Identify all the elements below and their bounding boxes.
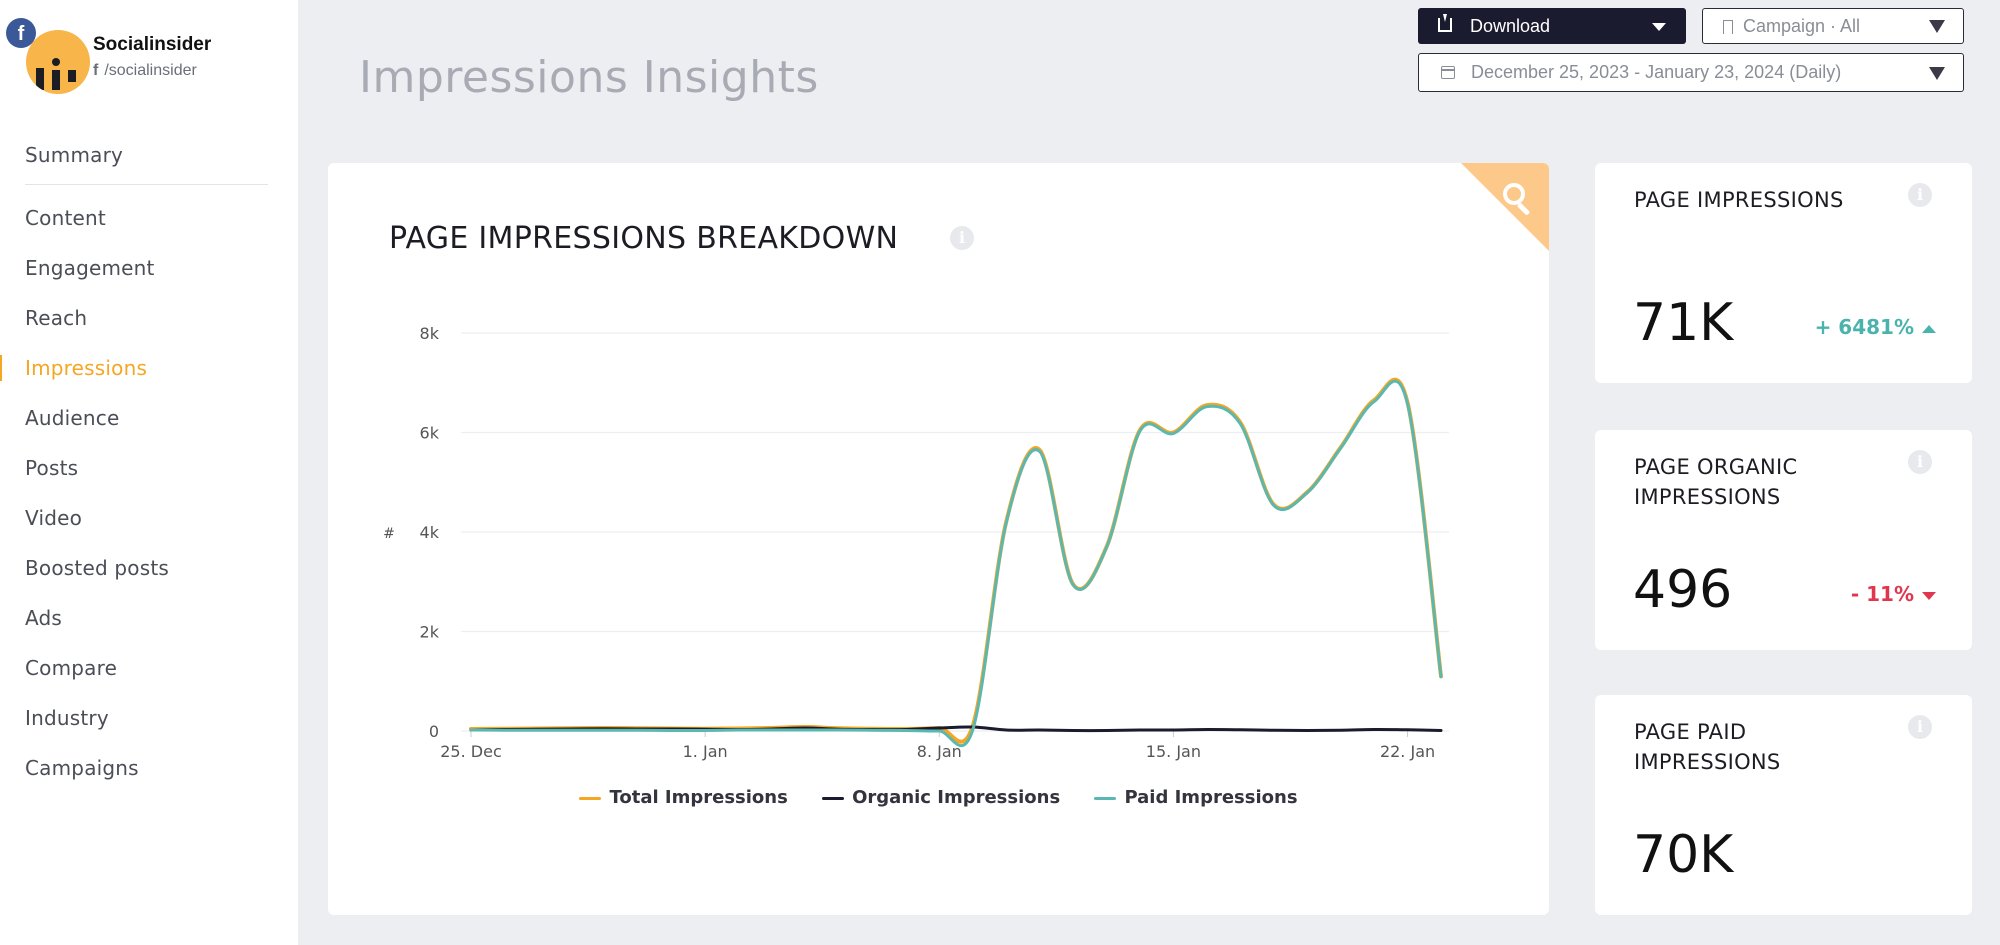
calendar-icon — [1441, 66, 1455, 79]
stat-card-page-paid-impressions: PAGE PAID IMPRESSIONS i 70K — [1595, 695, 1972, 915]
sidebar-item-engagement[interactable]: Engagement — [25, 256, 155, 280]
info-icon[interactable]: i — [1908, 715, 1932, 739]
sidebar-item-audience[interactable]: Audience — [25, 406, 120, 430]
download-icon — [1438, 14, 1452, 32]
arrow-up-icon — [1922, 324, 1936, 333]
y-tick-label: 2k — [420, 623, 440, 642]
legend-label-paid: Paid Impressions — [1124, 787, 1298, 808]
stat-label: PAGE IMPRESSIONS — [1634, 188, 1844, 212]
profile-handle: f/socialinsider — [93, 62, 197, 80]
sidebar-divider — [25, 184, 268, 185]
sidebar-nav: Summary Content Engagement Reach Impress… — [0, 130, 298, 793]
x-tick-label: 8. Jan — [917, 742, 962, 761]
stat-value: 71K — [1633, 293, 1734, 353]
x-tick-label: 15. Jan — [1146, 742, 1201, 761]
profile-header[interactable]: f Socialinsider f/socialinsider — [6, 18, 286, 98]
chevron-down-icon — [1929, 20, 1945, 33]
legend-swatch-total — [579, 796, 602, 800]
corner-tab — [1461, 163, 1549, 251]
chart-title: PAGE IMPRESSIONS BREAKDOWN — [389, 221, 899, 256]
bookmark-icon — [1723, 20, 1733, 34]
info-icon[interactable]: i — [950, 226, 974, 250]
stat-value: 496 — [1633, 560, 1733, 620]
legend-swatch-paid — [1094, 796, 1117, 800]
caret-down-icon — [1652, 23, 1666, 31]
sidebar-item-posts[interactable]: Posts — [25, 456, 79, 480]
profile-name: Socialinsider — [93, 34, 212, 55]
facebook-icon: f — [6, 18, 36, 48]
y-tick-label: 6k — [420, 424, 440, 443]
legend-organic-impressions[interactable]: Organic Impressions — [822, 787, 1060, 808]
download-button[interactable]: Download — [1418, 8, 1686, 44]
legend-paid-impressions[interactable]: Paid Impressions — [1094, 787, 1298, 808]
stat-card-page-organic-impressions: PAGE ORGANIC IMPRESSIONS i 496 - 11% — [1595, 430, 1972, 650]
y-axis-label: # — [383, 526, 395, 542]
profile-handle-text: /socialinsider — [104, 62, 197, 79]
y-tick-label: 8k — [420, 324, 440, 343]
arrow-down-icon — [1922, 591, 1936, 600]
sidebar-item-industry[interactable]: Industry — [25, 706, 109, 730]
sidebar-item-content[interactable]: Content — [25, 206, 106, 230]
sidebar-item-summary[interactable]: Summary — [25, 143, 124, 167]
stat-value: 70K — [1633, 825, 1734, 885]
legend-label-organic: Organic Impressions — [852, 787, 1061, 808]
stat-card-page-impressions: PAGE IMPRESSIONS i 71K + 6481% — [1595, 163, 1972, 383]
stat-change: + 6481% — [1815, 315, 1936, 339]
facebook-small-icon: f — [93, 62, 99, 79]
chart-legend: Total Impressions Organic Impressions Pa… — [328, 787, 1549, 808]
series-paid-impressions[interactable] — [469, 379, 1443, 747]
x-tick-label: 1. Jan — [683, 742, 728, 761]
stat-change: - 11% — [1851, 582, 1936, 606]
x-tick-label: 25. Dec — [440, 742, 502, 761]
campaign-select-value: Campaign · All — [1743, 16, 1861, 36]
search-icon[interactable] — [1499, 181, 1539, 221]
info-icon[interactable]: i — [1908, 183, 1932, 207]
sidebar: f Socialinsider f/socialinsider Summary … — [0, 0, 298, 945]
legend-total-impressions[interactable]: Total Impressions — [579, 787, 788, 808]
stat-label: PAGE PAID IMPRESSIONS — [1634, 720, 1781, 774]
info-icon[interactable]: i — [1908, 450, 1932, 474]
sidebar-item-reach[interactable]: Reach — [25, 306, 88, 330]
impressions-line-chart: 0 2k 4k 6k 8k #25. Dec 1. Jan 8. Jan 15. Jan 22. … — [383, 324, 1449, 761]
y-tick-label: 4k — [420, 523, 440, 542]
date-range-value: December 25, 2023 - January 23, 2024 (Da… — [1471, 62, 1842, 82]
sidebar-item-compare[interactable]: Compare — [25, 656, 118, 680]
y-tick-label: 0 — [429, 722, 439, 741]
stat-change-text: - 11% — [1850, 582, 1914, 606]
sidebar-item-ads[interactable]: Ads — [25, 606, 63, 630]
sidebar-item-video[interactable]: Video — [25, 506, 83, 530]
date-range-select[interactable]: December 25, 2023 - January 23, 2024 (Da… — [1418, 53, 1964, 92]
sidebar-item-campaigns[interactable]: Campaigns — [25, 756, 139, 780]
legend-label-total: Total Impressions — [609, 787, 788, 808]
campaign-select[interactable]: Campaign · All — [1702, 8, 1964, 44]
series-total-impressions[interactable] — [469, 377, 1443, 744]
sidebar-item-impressions[interactable]: Impressions — [0, 343, 298, 393]
impressions-breakdown-card: PAGE IMPRESSIONS BREAKDOWN i 0 2k 4k 6k 8k #2… — [328, 163, 1549, 915]
sidebar-item-boosted-posts[interactable]: Boosted posts — [25, 556, 170, 580]
stat-change-text: + 6481% — [1814, 315, 1914, 339]
x-tick-label: 22. Jan — [1380, 742, 1435, 761]
stat-label: PAGE ORGANIC IMPRESSIONS — [1634, 455, 1798, 509]
page-title: Impressions Insights — [359, 52, 819, 103]
legend-swatch-organic — [822, 796, 845, 800]
download-label: Download — [1470, 16, 1551, 36]
chevron-down-icon — [1929, 67, 1945, 80]
avatar — [26, 30, 90, 94]
